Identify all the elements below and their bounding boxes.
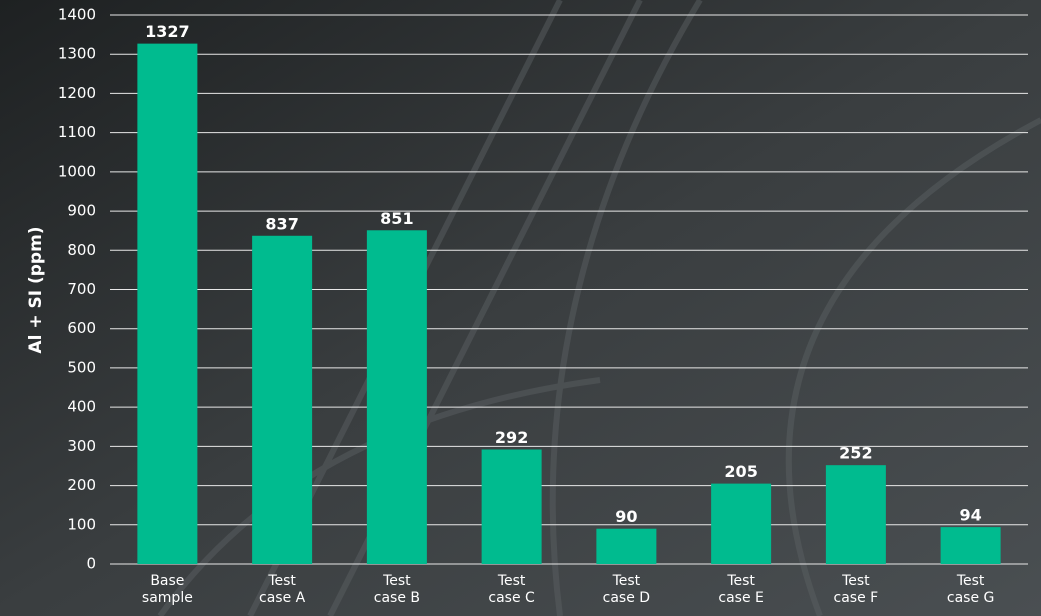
- bar: [366, 230, 427, 564]
- y-tick-label: 200: [67, 476, 96, 494]
- y-tick-label: 0: [86, 555, 96, 573]
- x-tick-label: Test case D: [602, 573, 651, 606]
- bar: [711, 483, 772, 564]
- bar: [825, 465, 886, 564]
- bar: [596, 528, 657, 564]
- y-tick-label: 100: [67, 515, 96, 533]
- y-axis-label: Al + SI (ppm): [26, 226, 46, 353]
- x-tick-label: Test case G: [946, 573, 995, 606]
- data-label: 851: [380, 209, 413, 228]
- y-tick-label: 1300: [58, 45, 96, 63]
- data-label: 90: [615, 507, 637, 526]
- data-label: 292: [495, 428, 528, 447]
- y-tick-label: 1200: [58, 84, 96, 102]
- bar: [481, 449, 542, 564]
- data-label: 1327: [145, 22, 190, 41]
- data-label: 837: [265, 214, 298, 233]
- data-label: 94: [959, 506, 981, 525]
- y-tick-label: 800: [67, 241, 96, 259]
- x-tick-label: Test case F: [833, 573, 879, 606]
- y-tick-label: 900: [67, 202, 96, 220]
- x-tick-label: Base sample: [141, 573, 193, 606]
- y-tick-label: 300: [67, 437, 96, 455]
- x-tick-label: Test case B: [373, 573, 420, 606]
- y-tick-label: 400: [67, 398, 96, 416]
- y-tick-label: 500: [67, 358, 96, 376]
- y-tick-label: 1100: [58, 123, 96, 141]
- y-tick-label: 1400: [58, 6, 96, 24]
- y-tick-label: 700: [67, 280, 96, 298]
- bar: [940, 527, 1001, 564]
- y-tick-label: 600: [67, 319, 96, 337]
- data-label: 252: [839, 444, 872, 463]
- data-label: 205: [724, 462, 757, 481]
- bar: [252, 235, 313, 564]
- x-tick-label: Test case A: [259, 573, 306, 606]
- x-tick-label: Test case E: [718, 573, 764, 606]
- y-tick-label: 1000: [58, 162, 96, 180]
- bar: [137, 43, 198, 565]
- x-tick-label: Test case C: [488, 573, 535, 606]
